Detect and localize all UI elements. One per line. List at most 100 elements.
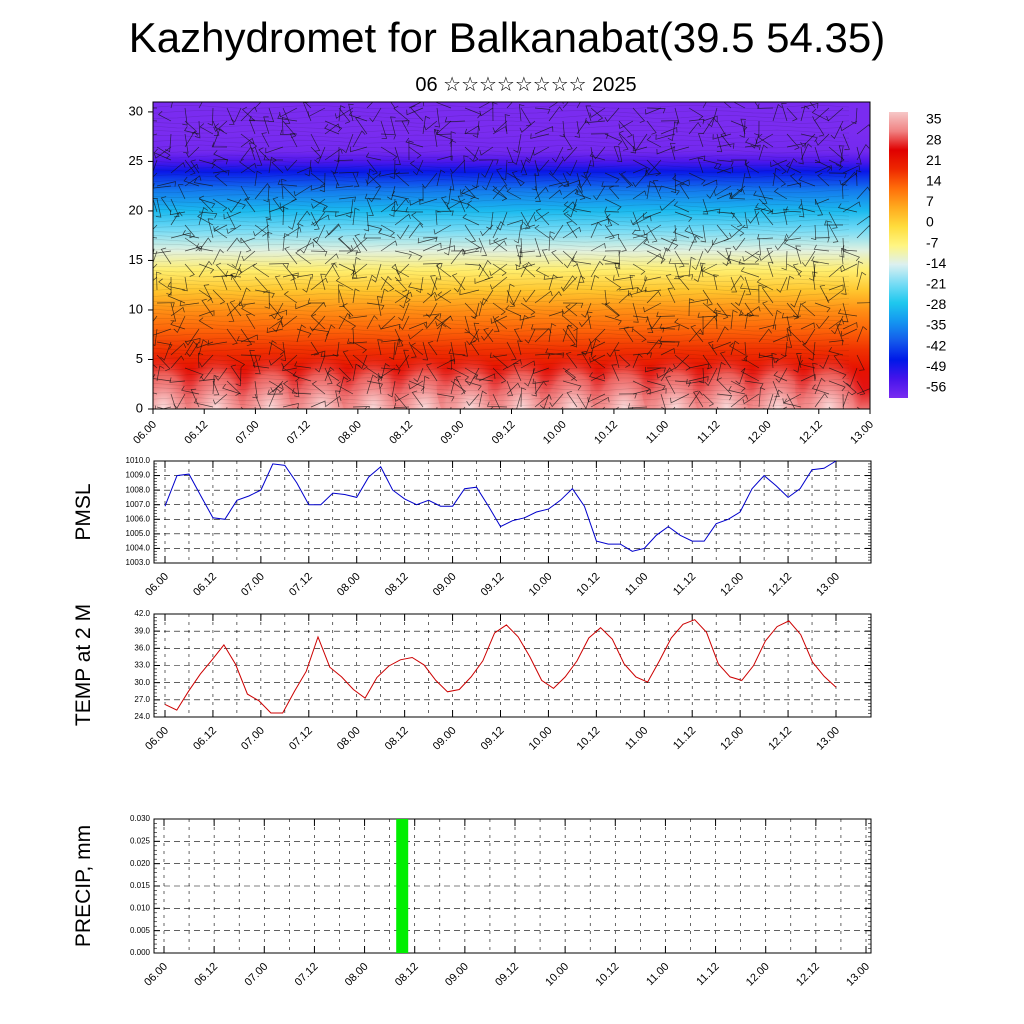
wind-barb [332,172,340,187]
wind-barb [423,120,438,131]
wind-barb [590,221,602,239]
x-tick-label: 12.00 [744,961,772,989]
wind-barb [336,381,354,395]
wind-barb [693,390,704,408]
wind-barb [207,218,214,239]
wind-barb [348,313,368,319]
wind-barb [744,306,761,317]
wind-barb [711,237,732,246]
warm-patch [590,336,659,409]
wind-barb [213,120,228,132]
wind-barb [814,393,828,408]
wind-barb [730,394,749,408]
wind-barb [395,354,410,370]
wind-barb [366,274,377,291]
wind-barb [646,180,655,200]
wind-barb [422,313,442,319]
wind-barb [235,367,242,387]
wind-barb [548,274,558,291]
wind-barb [576,275,586,291]
wind-barb [723,102,732,109]
wind-barb [819,284,830,304]
wind-barb [277,179,298,187]
wind-barb [492,184,508,200]
wind-barb [632,172,648,188]
y-tick-label: 42.0 [134,609,150,618]
wind-barb [435,315,452,327]
wind-barb [391,190,410,200]
wind-barb [810,224,817,241]
wind-barb [450,248,466,265]
wind-barb [184,126,200,135]
y-tick-label: 1004.0 [126,544,151,553]
wind-barb [182,107,188,126]
wind-barb [184,406,187,409]
wind-barb [160,196,172,213]
y-tick-label: 27.0 [134,695,150,704]
wind-barb [310,350,326,357]
wind-barb [693,263,704,283]
wind-barb [590,274,600,291]
wind-barb [268,319,283,330]
wind-barb [523,211,536,227]
wind-barb [470,341,480,356]
wind-barb [548,311,564,317]
wind-barb [311,198,326,209]
wind-barb [352,130,366,148]
wind-barb [729,193,746,200]
contour-line [153,273,850,278]
wind-barb [783,398,802,408]
contour-line [153,189,850,194]
wind-barb [660,237,679,250]
plot-frame [153,460,872,564]
contour-line [153,233,850,238]
wind-barb [524,328,536,344]
wind-barb [155,198,162,218]
wind-barb [389,198,396,217]
temperature-cross-section-panel: 0 5 10 15 20 25 30 06.00 06.12 07.00 07.12 08.00 08… [129,101,876,447]
wind-barb [838,145,845,161]
wind-barb [856,215,870,226]
wind-barb [534,185,541,202]
wind-barb [423,315,438,330]
wind-barb [366,198,374,217]
wind-barb [562,380,582,391]
wind-barb [755,203,774,213]
wind-barb [753,190,774,200]
wind-barb [702,102,707,109]
wind-barb [534,186,549,200]
x-tick-label: 13.00 [814,725,842,753]
wind-barb [842,380,857,396]
wind-barb [771,208,788,215]
contour-line [153,194,850,199]
wind-barb [170,306,185,317]
wind-barb [156,365,165,382]
wind-barb [773,371,788,382]
wind-barb [618,120,633,138]
wind-barb [520,360,536,369]
wind-barb [408,380,424,390]
wind-barb [643,302,662,313]
wind-barb [566,324,578,343]
wind-barb [851,107,858,125]
wind-barb [170,393,177,409]
wind-barb [534,126,554,135]
wind-barb [674,179,690,187]
wind-barb [253,224,270,237]
wind-barb [673,201,690,213]
wind-barb [229,300,242,317]
wind-barb [856,170,862,187]
wind-barb [199,354,214,368]
wind-barb [604,276,622,291]
wind-barb [310,250,328,257]
wind-barb [534,353,550,360]
main-title: Kazhydromet for Balkanabat(39.5 54.35) [128,14,886,61]
wind-barb [212,198,228,212]
wind-barb [338,107,351,124]
wind-barb [588,328,606,344]
contour-line [153,397,850,402]
wind-barb [688,256,696,278]
wind-barb [184,263,195,277]
x-tick-label: 13.00 [848,419,876,447]
